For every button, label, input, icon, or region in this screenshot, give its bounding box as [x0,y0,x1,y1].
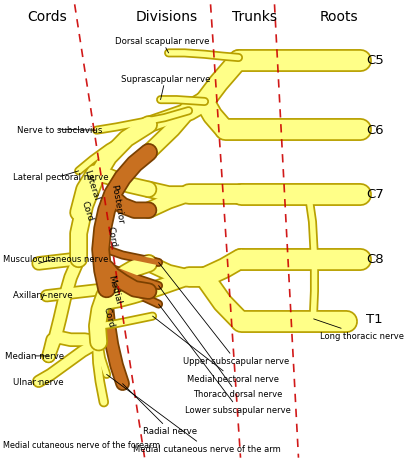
Text: Medial cutaneous nerve of the arm: Medial cutaneous nerve of the arm [107,375,280,453]
Text: C6: C6 [366,124,384,137]
Text: T1: T1 [366,313,383,325]
Text: Cord: Cord [80,199,95,222]
Text: Axillary nerve: Axillary nerve [13,291,72,300]
Text: Median nerve: Median nerve [5,351,65,361]
Text: Lateral pectoral nerve: Lateral pectoral nerve [13,171,108,181]
Text: Cords: Cords [27,10,66,24]
Text: Musculocutaneous nerve: Musculocutaneous nerve [3,255,108,264]
Text: Lower subscapular nerve: Lower subscapular nerve [159,305,291,414]
Text: Long thoracic nerve: Long thoracic nerve [314,319,404,340]
Text: Nerve to subclavius: Nerve to subclavius [17,125,102,134]
Text: C8: C8 [366,253,384,266]
Text: Ulnar nerve: Ulnar nerve [13,377,63,386]
Text: C7: C7 [366,188,384,201]
Text: Dorsal scapular nerve: Dorsal scapular nerve [115,37,209,54]
Text: Divisions: Divisions [136,10,198,24]
Text: Radial nerve: Radial nerve [123,384,197,435]
Text: Lateral: Lateral [83,169,101,202]
Text: Medial pectoral nerve: Medial pectoral nerve [152,316,278,383]
Text: Medial: Medial [106,274,123,305]
Text: Roots: Roots [319,10,358,24]
Text: Cord: Cord [102,306,116,328]
Text: Suprascapular nerve: Suprascapular nerve [121,75,210,100]
Text: Cord: Cord [105,225,118,247]
Text: Posterior: Posterior [110,183,125,224]
Text: Upper subscapular nerve: Upper subscapular nerve [159,263,289,365]
Text: Trunks: Trunks [232,10,277,24]
Text: Medial cutaneous nerve of the forearm: Medial cutaneous nerve of the forearm [3,440,160,449]
Text: Thoraco dorsal nerve: Thoraco dorsal nerve [159,286,282,399]
Text: C5: C5 [366,54,384,67]
